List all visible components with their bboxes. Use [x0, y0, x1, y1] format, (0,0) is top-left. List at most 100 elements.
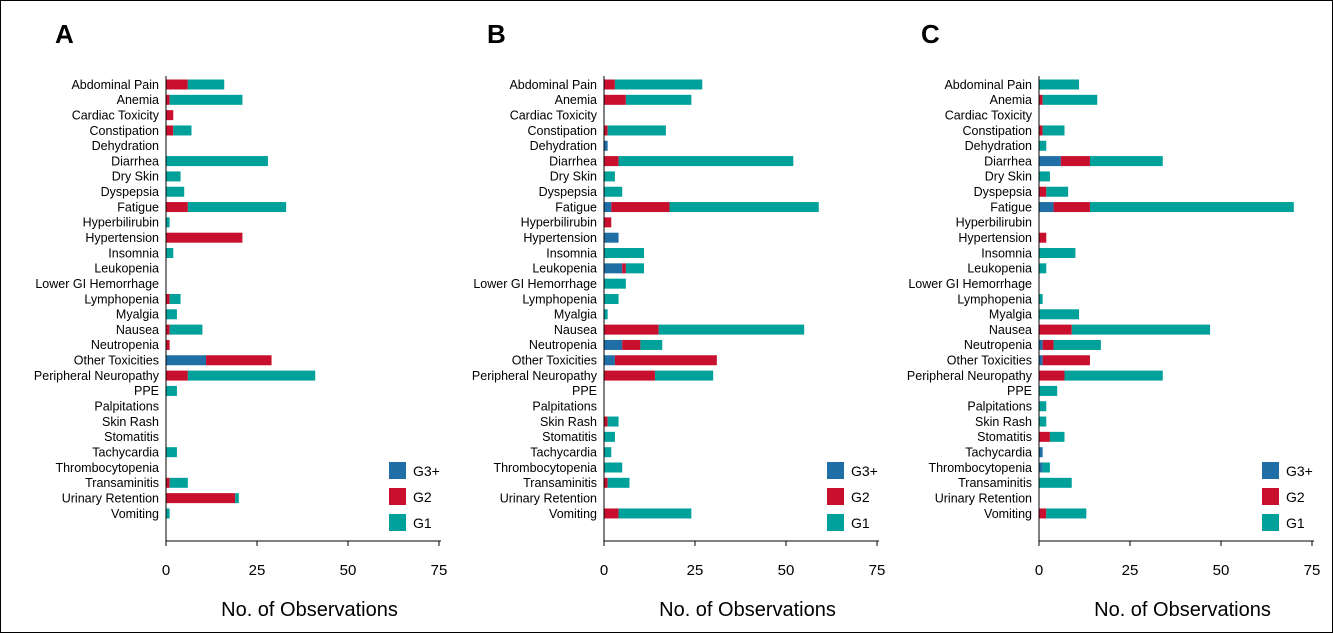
- bar: [625, 94, 692, 105]
- category-label: Palpitations: [967, 400, 1032, 414]
- category-label: Urinary Retention: [935, 491, 1032, 505]
- category-label: Tachycardia: [530, 445, 597, 459]
- category-label: Diarrhea: [984, 154, 1032, 168]
- bar: [604, 339, 623, 350]
- category-label: Neutropenia: [964, 338, 1032, 352]
- legend-label: G3+: [413, 463, 440, 479]
- bar: [604, 79, 615, 90]
- category-label: Lymphopenia: [84, 292, 159, 306]
- legend-label: G2: [851, 489, 870, 505]
- panel-label: C: [921, 19, 940, 49]
- category-label: Peripheral Neuropathy: [34, 369, 160, 383]
- legend-swatch: [1262, 488, 1279, 505]
- bar: [1042, 94, 1098, 105]
- x-tick-label: 25: [1122, 562, 1139, 579]
- category-label: Dry Skin: [550, 170, 597, 184]
- x-axis-label: No. of Observations: [221, 599, 398, 621]
- category-label: Skin Rash: [102, 415, 159, 429]
- x-tick-label: 75: [1304, 562, 1321, 579]
- category-label: Hypertension: [85, 231, 159, 245]
- bar: [604, 477, 608, 488]
- bar: [1042, 355, 1090, 366]
- bar: [1039, 186, 1047, 197]
- category-label: Stomatitis: [977, 430, 1032, 444]
- bar: [622, 339, 641, 350]
- x-tick-label: 50: [1213, 562, 1230, 579]
- x-tick-label: 25: [687, 562, 704, 579]
- category-label: Stomatitis: [542, 430, 597, 444]
- bar: [1071, 324, 1211, 335]
- bar: [1039, 79, 1080, 90]
- category-label: Dehydration: [92, 139, 159, 153]
- bar: [166, 385, 177, 396]
- bar: [604, 293, 619, 304]
- bar: [1039, 263, 1047, 274]
- category-label: Leukopenia: [94, 262, 159, 276]
- category-label: Neutropenia: [529, 338, 597, 352]
- bar: [604, 416, 608, 427]
- bar: [1053, 202, 1090, 213]
- bar: [1039, 416, 1047, 427]
- bar: [654, 370, 714, 381]
- bar: [166, 447, 177, 458]
- bar: [1039, 431, 1050, 442]
- category-label: Hyperbilirubin: [956, 216, 1032, 230]
- bar: [604, 140, 608, 151]
- bar: [166, 171, 181, 182]
- bar: [166, 339, 170, 350]
- bar: [669, 202, 819, 213]
- category-label: Vomiting: [111, 507, 159, 521]
- category-label: Dyspepsia: [539, 185, 597, 199]
- bar: [1039, 125, 1043, 136]
- bar: [618, 508, 692, 519]
- category-label: Urinary Retention: [62, 491, 159, 505]
- bar: [166, 370, 188, 381]
- category-label: Skin Rash: [975, 415, 1032, 429]
- category-label: Nausea: [554, 323, 597, 337]
- category-label: Anemia: [990, 93, 1032, 107]
- bar: [604, 324, 659, 335]
- category-label: Constipation: [528, 124, 598, 138]
- bar: [166, 232, 243, 243]
- bar: [604, 156, 619, 167]
- bar: [604, 186, 623, 197]
- category-label: Abdominal Pain: [944, 78, 1032, 92]
- category-label: Skin Rash: [540, 415, 597, 429]
- bar: [622, 263, 626, 274]
- bar: [604, 232, 619, 243]
- bar: [1039, 94, 1043, 105]
- bar: [604, 370, 655, 381]
- bar: [1039, 385, 1058, 396]
- category-label: Fatigue: [990, 200, 1032, 214]
- category-label: Other Toxicities: [947, 354, 1032, 368]
- legend-swatch: [827, 462, 844, 479]
- bar: [618, 156, 794, 167]
- x-tick-label: 25: [249, 562, 266, 579]
- bar: [604, 171, 615, 182]
- bar: [1039, 309, 1080, 320]
- category-label: PPE: [134, 384, 159, 398]
- bar: [614, 355, 717, 366]
- bar: [604, 248, 645, 259]
- bar: [166, 248, 174, 259]
- bar: [1039, 171, 1050, 182]
- bar: [607, 125, 666, 136]
- category-label: Myalgia: [989, 308, 1032, 322]
- category-label: Dry Skin: [112, 170, 159, 184]
- category-label: Tachycardia: [965, 445, 1032, 459]
- category-label: Anemia: [117, 93, 159, 107]
- bar: [166, 493, 236, 504]
- bar: [187, 370, 316, 381]
- category-label: Transaminitis: [958, 476, 1032, 490]
- category-label: Diarrhea: [549, 154, 597, 168]
- bar: [166, 156, 268, 167]
- bar: [169, 94, 243, 105]
- category-label: Transaminitis: [523, 476, 597, 490]
- bar: [206, 355, 272, 366]
- legend-label: G3+: [1286, 463, 1313, 479]
- legend-label: G1: [851, 515, 870, 531]
- bar: [166, 324, 170, 335]
- bar: [1039, 156, 1061, 167]
